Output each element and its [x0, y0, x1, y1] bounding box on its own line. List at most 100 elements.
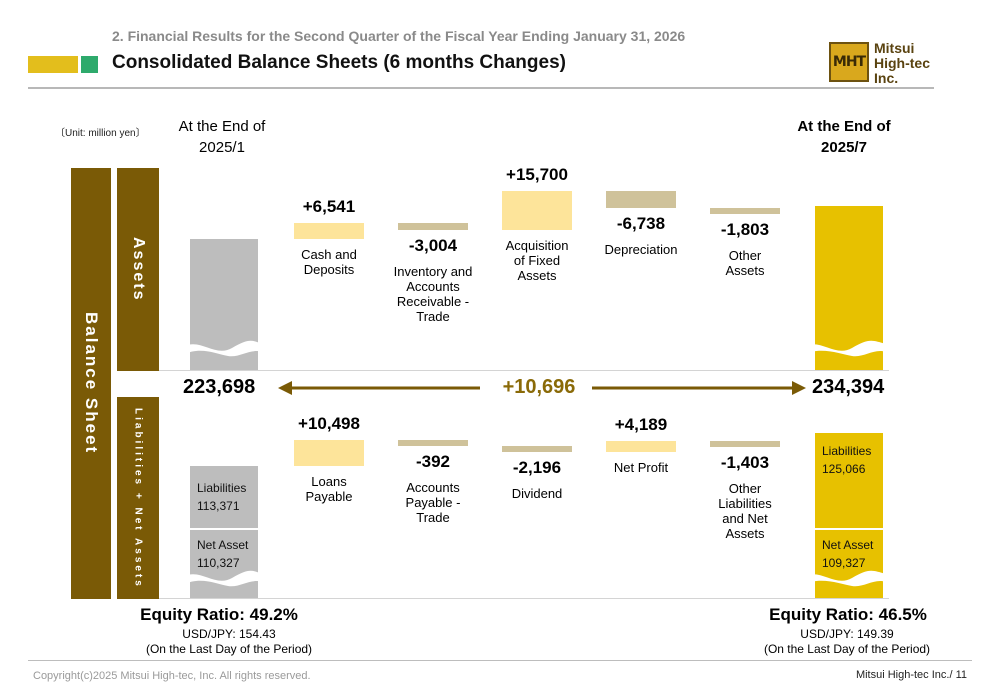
assets-change-bar-3 [606, 190, 676, 208]
assets-change-category-1-line-1: Accounts [406, 279, 460, 295]
end-liabilities-value: 125,066 [822, 462, 866, 476]
logo-mark-text: MHT [832, 54, 866, 70]
assets-label: Assets [117, 168, 159, 371]
liabilities-change-value-2: -2,196 [512, 457, 562, 477]
end-period-line-1: At the End of [797, 118, 891, 135]
logo-line-1: Mitsui [874, 40, 915, 56]
liabilities-change-category-1-line-0: Accounts [406, 479, 460, 495]
assets-change-value-1: -3,004 [408, 236, 458, 256]
start-period-header: At the End of 2025/1 [160, 116, 284, 158]
assets-change-category-2-line-0: Acquisition [505, 238, 569, 254]
end-net-assets-text: Net Asset 109,327 [815, 536, 873, 572]
footer-divider [28, 660, 972, 661]
assets-label-text: Assets [130, 237, 147, 302]
liabilities-change-value-0: +10,498 [298, 413, 360, 433]
liabilities-change-category-2-line-0: Dividend [511, 485, 563, 501]
liabilities-change-category-4-line-3: Assets [725, 526, 765, 542]
assets-change-category-1: Inventory and Accounts Receivable - Trade [373, 264, 493, 324]
start-net-assets-text: Net Asset 110,327 [190, 536, 248, 572]
liabilities-change-bar-3 [606, 441, 676, 452]
liabilities-change-category-2: Dividend [477, 486, 597, 501]
liabilities-change-category-4-line-2: and Net [722, 511, 768, 527]
start-fx-note: (On the Last Day of the Period) [145, 642, 313, 656]
end-total-value: 234,394 [812, 376, 885, 398]
end-net-assets-name: Net Asset [822, 538, 874, 552]
page-number: Mitsui High-tec Inc./ 11 [855, 669, 967, 681]
balance-sheet-label-text: Balance Sheet [82, 312, 101, 455]
assets-change-category-1-line-0: Inventory and [393, 264, 473, 280]
start-liabilities-bar: Liabilities 113,371 [190, 466, 258, 528]
liabilities-change-bar-1 [398, 439, 468, 446]
unit-label: 〔Unit: million yen〕 [55, 128, 146, 139]
liabilities-change-category-0: Loans Payable [269, 474, 389, 504]
total-change-value: +10,696 [502, 376, 576, 398]
liabilities-change-bar-2 [502, 445, 572, 452]
logo-line-3: Inc. [874, 70, 899, 86]
liabilities-net-assets-label-text: Liabilities + Net Assets [132, 407, 144, 589]
company-logo-text: Mitsui High-tec Inc. [874, 41, 930, 86]
start-liabilities-break [183, 570, 262, 587]
liabilities-change-bar-0 [294, 439, 364, 466]
copyright-text: Copyright(c)2025 Mitsui High-tec, Inc. A… [33, 670, 311, 682]
assets-change-category-2-line-2: Assets [517, 268, 557, 284]
end-net-assets-value: 109,327 [822, 556, 866, 570]
liabilities-baseline [159, 598, 889, 599]
start-total-value: 223,698 [183, 376, 256, 398]
liabilities-change-category-1-line-2: Trade [416, 509, 450, 525]
end-period-header: At the End of 2025/7 [782, 116, 906, 158]
end-period-line-2: 2025/7 [821, 139, 867, 156]
liabilities-change-category-3: Net Profit [581, 460, 701, 475]
logo-line-2: High-tec [874, 55, 930, 71]
start-liabilities-value: 113,371 [197, 499, 240, 513]
start-period-line-2: 2025/1 [199, 139, 245, 156]
end-liabilities-break [803, 570, 886, 587]
end-liabilities-name: Liabilities [822, 444, 872, 458]
start-equity-ratio: Equity Ratio: 49.2% [140, 605, 298, 624]
balance-sheet-label: Balance Sheet [71, 168, 111, 599]
total-change-arrow-left-head [278, 381, 292, 395]
start-fx-rate: USD/JPY: 154.43 [182, 627, 276, 641]
assets-change-category-1-line-2: Receivable - [396, 294, 470, 310]
start-net-assets-value: 110,327 [197, 556, 240, 570]
assets-change-value-4: -1,803 [720, 219, 770, 239]
liabilities-change-category-4-line-0: Other [728, 481, 762, 497]
assets-change-category-4-line-1: Assets [725, 262, 765, 278]
title-divider [28, 87, 934, 89]
assets-change-bar-4 [710, 207, 780, 214]
liabilities-change-category-1: Accounts Payable - Trade [373, 480, 493, 525]
slide-title: Consolidated Balance Sheets (6 months Ch… [112, 52, 566, 73]
assets-change-category-3-line-0: Depreciation [604, 241, 678, 257]
liabilities-change-category-0-line-1: Payable [305, 489, 353, 504]
start-net-assets-name: Net Asset [197, 538, 249, 552]
liabilities-change-value-4: -1,403 [720, 453, 770, 473]
end-equity-ratio: Equity Ratio: 46.5% [769, 605, 927, 624]
assets-change-category-0-line-0: Cash and [301, 247, 357, 262]
assets-change-category-1-line-3: Trade [416, 309, 450, 325]
end-liabilities-text: Liabilities 125,066 [815, 442, 871, 478]
assets-change-category-4-line-0: Other [728, 247, 762, 263]
end-liabilities-bar: Liabilities 125,066 [815, 433, 883, 528]
title-accent-yellow [28, 56, 78, 73]
liabilities-change-category-0-line-0: Loans [311, 474, 347, 489]
assets-change-bar-0 [294, 222, 364, 239]
liabilities-change-bar-4 [710, 441, 780, 448]
start-assets-break [183, 340, 262, 357]
title-accent-green [81, 56, 98, 73]
liabilities-net-assets-label: Liabilities + Net Assets [117, 397, 159, 599]
slide-supertitle: 2. Financial Results for the Second Quar… [112, 28, 686, 44]
assets-change-category-2-line-1: of Fixed [513, 253, 561, 269]
company-logo-mark: MHT [829, 42, 869, 82]
liabilities-change-value-1: -392 [415, 451, 451, 471]
assets-change-category-0-line-1: Deposits [303, 262, 355, 277]
end-net-assets-bar: Net Asset 109,327 [815, 530, 883, 598]
assets-change-bar-1 [398, 222, 468, 231]
total-change-arrow-right-head [792, 381, 806, 395]
end-assets-break [803, 340, 886, 357]
start-liabilities-name: Liabilities [197, 481, 247, 495]
liabilities-change-value-3: +4,189 [614, 415, 668, 435]
assets-change-value-3: -6,738 [616, 213, 666, 233]
assets-change-bar-2 [502, 190, 572, 231]
assets-baseline [159, 370, 889, 371]
